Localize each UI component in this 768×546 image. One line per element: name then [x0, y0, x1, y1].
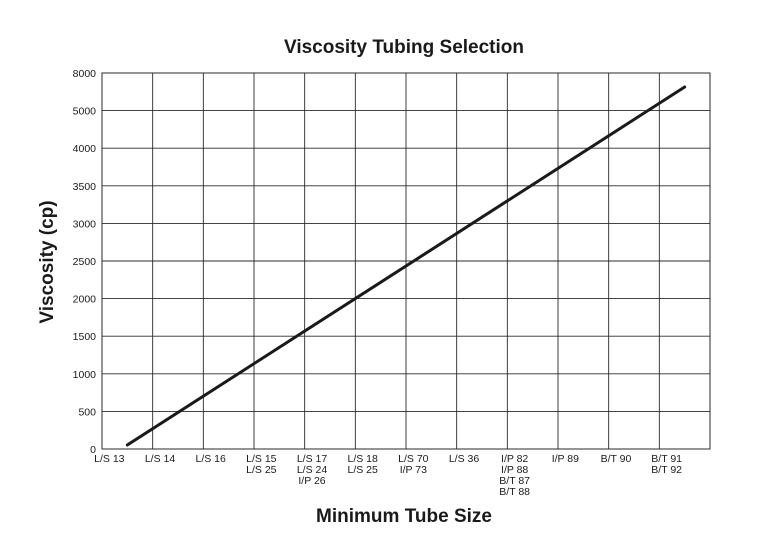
y-tick-label: 3500 — [73, 181, 97, 193]
x-tick-label: L/S 16 — [195, 453, 226, 465]
x-tick-label-line: B/T 92 — [651, 464, 682, 476]
series-line — [125, 85, 687, 447]
chart-title: Viscosity Tubing Selection — [284, 37, 524, 58]
series-layer — [125, 85, 687, 447]
y-tick-label: 4000 — [73, 143, 97, 155]
y-tick-label: 3000 — [73, 218, 97, 230]
x-tick-label-line: B/T 87 — [499, 475, 530, 487]
x-tick-label-line: I/P 26 — [298, 475, 325, 487]
x-tick-label-line: L/S 13 — [94, 453, 125, 465]
y-axis-title: Viscosity (cp) — [37, 200, 58, 323]
x-tick-label-line: L/S 16 — [195, 453, 226, 465]
plot-frame — [101, 72, 711, 450]
x-tick-label-line: B/T 91 — [651, 453, 682, 465]
x-tick-label-line: L/S 17 — [297, 453, 328, 465]
x-tick-label-line: L/S 15 — [246, 453, 277, 465]
x-tick-label: L/S 14 — [145, 453, 176, 465]
x-tick-label: L/S 36 — [449, 453, 480, 465]
y-tick-label: 8000 — [73, 68, 97, 80]
x-tick-label: L/S 15 L/S 25 — [246, 453, 277, 476]
x-tick-label-line: I/P 82 — [501, 453, 528, 465]
x-tick-label-line: B/T 90 — [601, 453, 632, 465]
y-tick-label: 1000 — [73, 369, 97, 381]
x-tick-label: I/P 82 I/P 88 B/T 87 B/T 88 — [499, 453, 530, 498]
x-tick-label: L/S 70 I/P 73 — [398, 453, 429, 476]
x-tick-label: B/T 91 B/T 92 — [651, 453, 682, 476]
x-tick-label: L/S 13 — [94, 453, 125, 465]
x-tick-label-line: L/S 36 — [449, 453, 480, 465]
x-tick-label-line: L/S 25 — [347, 464, 378, 476]
x-axis-ticks: L/S 13 L/S 14 L/S 16 L/S 15 L/S 25L/S 17 L/S … — [94, 453, 682, 498]
y-tick-label: 500 — [78, 406, 96, 418]
y-tick-label: 2500 — [73, 256, 97, 268]
x-axis-title: Minimum Tube Size — [316, 506, 492, 527]
x-tick-label: I/P 89 — [552, 453, 579, 465]
x-tick-label-line: I/P 88 — [501, 464, 528, 476]
x-tick-label: L/S 18 L/S 25 — [347, 453, 378, 476]
x-tick-label: L/S 17 L/S 24 I/P 26 — [297, 453, 328, 487]
x-tick-label-line: L/S 70 — [398, 453, 429, 465]
y-tick-label: 2000 — [73, 294, 97, 306]
y-tick-label: 1500 — [73, 331, 97, 343]
x-tick-label-line: L/S 24 — [297, 464, 328, 476]
x-tick-label-line: L/S 14 — [145, 453, 176, 465]
x-tick-label-line: B/T 88 — [499, 486, 530, 498]
y-axis-ticks: 0 500 1000 1500 2000 2500 3000 3500 4000 5000 8000 — [73, 68, 97, 456]
x-tick-label: B/T 90 — [601, 453, 632, 465]
grid — [101, 72, 711, 450]
x-tick-label-line: L/S 18 — [347, 453, 378, 465]
x-tick-label-line: I/P 73 — [400, 464, 427, 476]
y-tick-label: 5000 — [73, 106, 97, 118]
x-tick-label-line: I/P 89 — [552, 453, 579, 465]
x-tick-label-line: L/S 25 — [246, 464, 277, 476]
y-tick-label: 0 — [90, 444, 96, 456]
